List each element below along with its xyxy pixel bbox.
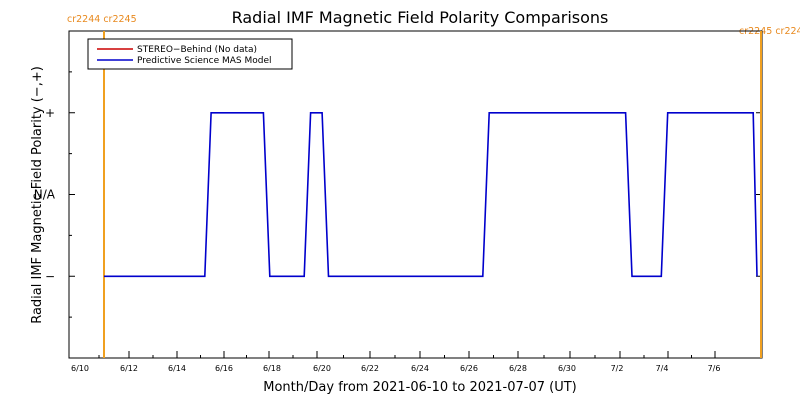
series-line-mas-model — [104, 112, 758, 278]
x-axis-ticks: 6/10 6/12 6/14 6/16 6/18 6/20 6/22 6/24 6/26 6/28… — [68, 351, 721, 373]
x-tick-label: 6/28 — [509, 364, 527, 373]
x-tick-label: 6/22 — [361, 364, 379, 373]
y-tick-label: N/A — [34, 188, 56, 202]
x-tick-label: 6/30 — [558, 364, 576, 373]
chart-title: Radial IMF Magnetic Field Polarity Compa… — [232, 8, 609, 27]
y-axis-label: Radial IMF Magnetic Field Polarity (−,+) — [30, 66, 45, 324]
plot-frame — [68, 30, 763, 359]
carrington-label-right: cr2245 cr2246 — [739, 26, 800, 37]
legend-label-mas: Predictive Science MAS Model — [137, 56, 272, 66]
x-tick-label: 6/18 — [263, 364, 281, 373]
x-axis-label: Month/Day from 2021-06-10 to 2021-07-07 … — [263, 380, 576, 395]
x-tick-label: 6/20 — [313, 364, 331, 373]
x-tick-label: 7/4 — [656, 364, 669, 373]
carrington-markers — [103, 31, 762, 358]
y-tick-label: − — [45, 269, 55, 283]
y-axis-ticks: + N/A − — [34, 71, 762, 318]
x-tick-label: 6/12 — [120, 364, 138, 373]
x-tick-label: 6/10 — [71, 364, 89, 373]
legend-label-stereo: STEREO−Behind (No data) — [137, 45, 257, 55]
x-tick-label: 6/14 — [168, 364, 186, 373]
x-tick-label: 6/26 — [460, 364, 478, 373]
x-tick-label: 7/2 — [611, 364, 624, 373]
y-tick-label: + — [45, 106, 55, 120]
legend: STEREO−Behind (No data) Predictive Scien… — [87, 38, 293, 70]
x-tick-label: 6/16 — [215, 364, 233, 373]
carrington-label-left: cr2244 cr2245 — [67, 14, 137, 25]
legend-box — [87, 38, 293, 70]
x-tick-label: 6/24 — [411, 364, 429, 373]
series-lines — [104, 112, 758, 278]
x-tick-label: 7/6 — [708, 364, 721, 373]
